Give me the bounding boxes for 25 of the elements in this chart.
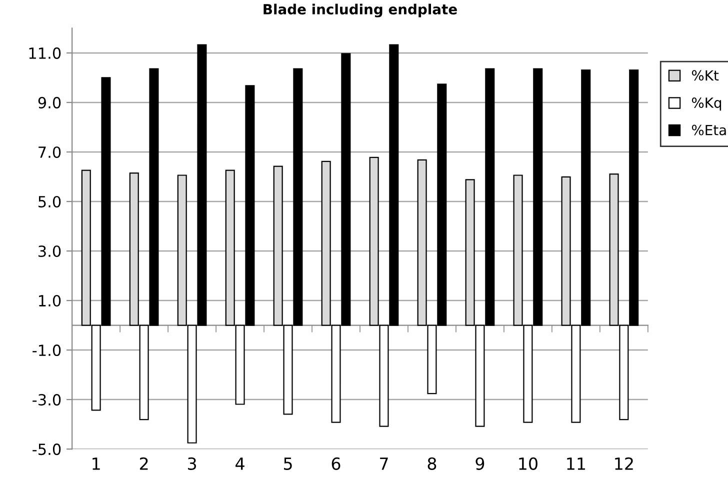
legend-label: %Kq <box>692 97 722 111</box>
x-tick-label: 8 <box>428 457 436 470</box>
x-tick-label: 4 <box>236 458 244 470</box>
y-tick-label: 1.0 <box>39 294 61 307</box>
x-tick-label: 12 <box>615 457 633 470</box>
y-tick-label: 5.0 <box>38 196 61 208</box>
legend-label: %Eta <box>692 124 726 136</box>
y-tick-label: 11.0 <box>29 47 61 59</box>
x-tick-label: 3 <box>188 457 196 470</box>
legend-label: %Kt <box>692 70 719 81</box>
x-tick-label: 6 <box>332 457 340 470</box>
y-tick-label: 3.0 <box>38 245 61 258</box>
x-tick-label: 5 <box>284 458 292 470</box>
x-tick-label: 7 <box>380 458 388 470</box>
x-tick-label: 9 <box>476 457 484 470</box>
chart-title: Blade including endplate <box>264 4 457 18</box>
x-tick-label: 1 <box>92 458 100 470</box>
y-tick-label: -5.0 <box>32 444 61 456</box>
x-tick-label: 2 <box>140 457 148 470</box>
y-tick-label: -3.0 <box>32 394 61 406</box>
y-tick-label: -1.0 <box>32 344 61 356</box>
y-tick-label: 9.0 <box>38 96 61 108</box>
x-tick-label: 11 <box>567 458 586 470</box>
x-tick-label: 10 <box>519 457 538 470</box>
y-tick-label: 7.0 <box>38 146 61 158</box>
